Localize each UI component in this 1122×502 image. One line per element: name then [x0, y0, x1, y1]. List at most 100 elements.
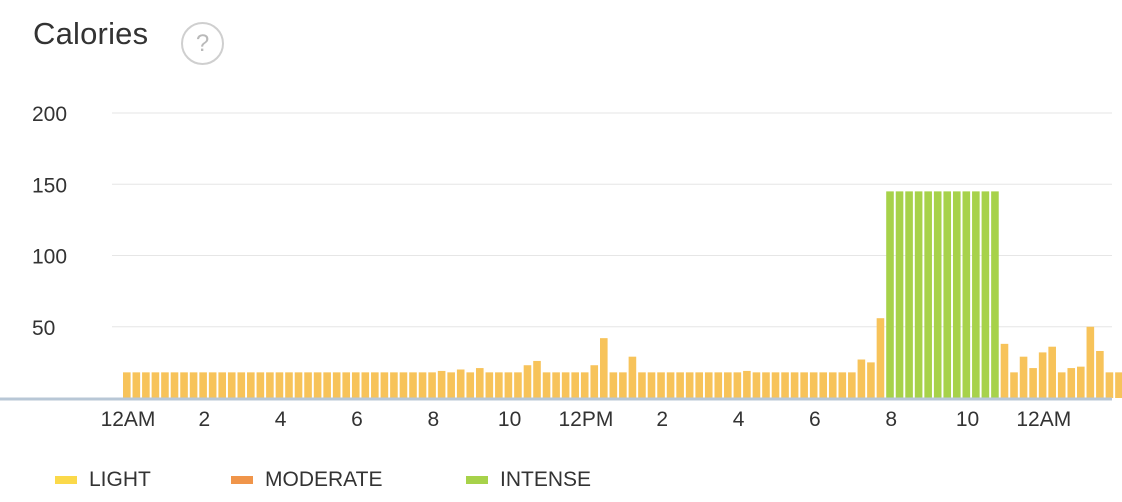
y-axis-tick-labels: 50 100 150 200 — [32, 103, 67, 340]
bar-light — [256, 372, 265, 398]
bar-intense — [972, 191, 980, 399]
bar-intense — [991, 191, 999, 399]
bar-light — [571, 372, 579, 398]
x-tick-label: 12AM — [1016, 408, 1071, 431]
bar-light — [161, 372, 169, 398]
bar-light — [1115, 372, 1122, 398]
bar-light — [342, 372, 351, 398]
bar-light — [1105, 372, 1114, 398]
bar-light — [399, 372, 408, 398]
x-tick-label: 10 — [498, 408, 521, 431]
bar-light — [485, 372, 494, 398]
bar-light — [580, 372, 589, 398]
bar-light — [542, 372, 551, 398]
bar-light — [1077, 366, 1085, 398]
bar-light — [666, 372, 675, 398]
help-icon[interactable]: ? — [181, 22, 224, 65]
bar-light — [504, 372, 513, 398]
bar-light — [1096, 350, 1104, 398]
bar-intense — [962, 191, 971, 399]
bar-light — [857, 359, 866, 398]
bar-light — [475, 368, 484, 398]
bar-light — [332, 372, 341, 398]
x-tick-label: 6 — [809, 408, 821, 431]
bar-light — [876, 318, 885, 398]
bar-light — [724, 372, 732, 398]
legend-item-moderate: MODERATE — [231, 466, 382, 494]
bar-light — [647, 372, 656, 398]
bar-light — [170, 372, 179, 398]
bar-light — [838, 372, 847, 398]
bar-light — [790, 372, 799, 398]
bar-light — [628, 356, 637, 398]
y-tick-label: 200 — [32, 103, 67, 126]
bar-light — [409, 372, 417, 398]
bar-light — [227, 372, 236, 398]
bar-light — [848, 372, 856, 398]
bar-light — [714, 372, 723, 398]
x-tick-label: 8 — [427, 408, 439, 431]
bar-light — [189, 372, 198, 398]
chart-title: Calories — [33, 16, 149, 51]
bar-intense — [981, 191, 990, 399]
bar-light — [1029, 368, 1037, 398]
bar-light — [266, 372, 274, 398]
bar-light — [743, 370, 751, 398]
bar-light — [1086, 326, 1095, 398]
bar-light — [495, 372, 503, 398]
y-tick-label: 100 — [32, 246, 67, 269]
bar-light — [552, 372, 560, 398]
bar-light — [733, 372, 742, 398]
bar-light — [323, 372, 331, 398]
bar-light — [199, 372, 207, 398]
bar-light — [600, 338, 608, 398]
bar-light — [371, 372, 379, 398]
bar-intense — [914, 191, 923, 399]
legend-item-light: LIGHT — [55, 466, 151, 494]
bar-intense — [952, 191, 961, 399]
bar-light — [437, 370, 446, 398]
legend-item-intense: INTENSE — [466, 466, 591, 494]
bar-light — [180, 372, 188, 398]
bar-light — [685, 372, 694, 398]
bar-light — [361, 372, 370, 398]
bar-light — [237, 372, 246, 398]
bars — [0, 191, 1122, 401]
bar-light — [676, 372, 684, 398]
bar-intense — [933, 191, 942, 399]
bar-light — [275, 372, 284, 398]
x-tick-label: 6 — [351, 408, 363, 431]
bar-light — [151, 372, 160, 398]
x-tick-label: 2 — [656, 408, 668, 431]
bar-light — [123, 372, 131, 398]
bar-light — [1019, 356, 1028, 398]
bar-light — [867, 362, 875, 399]
x-tick-label: 10 — [956, 408, 979, 431]
bar-light — [285, 372, 293, 398]
bar-light — [1067, 368, 1076, 398]
bar-light — [1038, 352, 1047, 398]
legend-label-light: LIGHT — [89, 468, 151, 491]
bar-light — [514, 372, 522, 398]
bar-light — [809, 372, 818, 398]
bar-light — [619, 372, 627, 398]
bar-light — [523, 365, 532, 398]
bar-light — [466, 372, 475, 398]
bar-intense — [886, 191, 894, 399]
bar-intense — [924, 191, 932, 399]
bar-light — [590, 365, 599, 398]
legend-swatch-moderate — [231, 476, 253, 484]
bar-light — [609, 372, 618, 398]
x-tick-label: 4 — [275, 408, 287, 431]
bar-light — [800, 372, 808, 398]
bar-light — [142, 372, 150, 398]
x-tick-label: 8 — [885, 408, 897, 431]
legend-label-intense: INTENSE — [500, 468, 592, 491]
bar-light — [351, 372, 360, 398]
bar-light — [208, 372, 217, 398]
bar-light — [657, 372, 665, 398]
legend-label-moderate: MODERATE — [265, 468, 383, 491]
bar-light — [781, 372, 789, 398]
bar-light — [313, 372, 322, 398]
bar-light — [390, 372, 398, 398]
